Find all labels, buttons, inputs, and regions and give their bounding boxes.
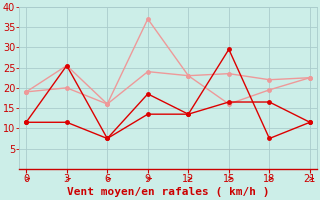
X-axis label: Vent moyen/en rafales ( km/h ): Vent moyen/en rafales ( km/h ) <box>67 187 269 197</box>
